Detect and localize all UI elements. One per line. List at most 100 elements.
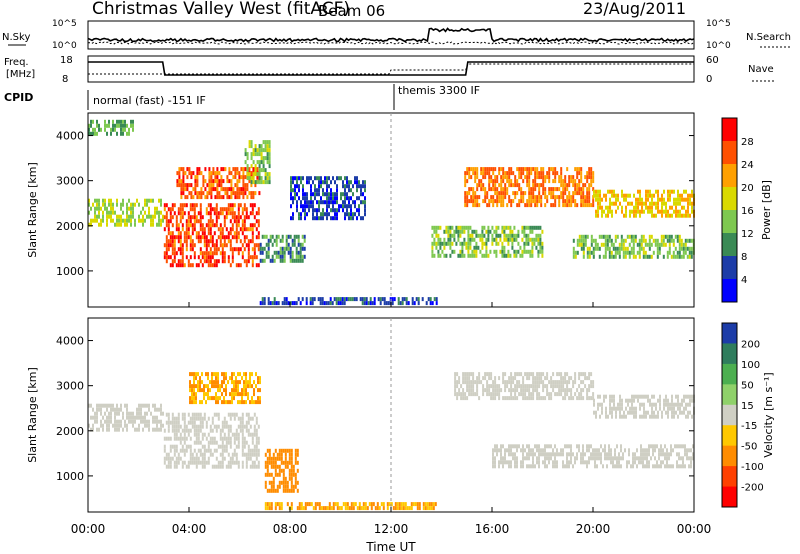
data-cell [405, 301, 408, 306]
data-cell [680, 254, 683, 259]
data-cell [495, 229, 498, 234]
data-cell [538, 392, 541, 397]
data-cell [466, 376, 469, 381]
data-cell [364, 188, 366, 193]
data-cell [142, 218, 144, 223]
data-cell [104, 127, 106, 132]
data-cell [294, 460, 297, 465]
data-cell [187, 211, 190, 216]
data-cell [684, 250, 687, 255]
y-tick-label: 3000 [56, 175, 84, 188]
data-cell [110, 403, 112, 408]
data-cell [582, 199, 585, 204]
data-cell [306, 192, 308, 197]
data-cell [311, 301, 314, 306]
data-cell [268, 140, 271, 145]
data-cell [290, 188, 292, 193]
data-cell [611, 410, 613, 415]
colorbar-tick-label: 24 [741, 160, 754, 171]
x-tick-label: 20:00 [576, 522, 611, 536]
data-cell [556, 452, 558, 457]
data-cell [558, 372, 561, 377]
data-cell [364, 212, 366, 217]
data-cell [517, 233, 520, 238]
data-cell [240, 187, 243, 192]
data-cell [391, 301, 394, 306]
data-cell [289, 250, 292, 255]
data-cell [648, 464, 650, 469]
data-cell [645, 205, 647, 210]
data-cell [534, 167, 537, 172]
data-cell [335, 297, 338, 302]
data-cell [181, 243, 184, 248]
data-cell [504, 191, 507, 196]
data-cell [597, 213, 599, 218]
data-cell [148, 206, 150, 211]
data-cell [518, 199, 521, 204]
data-cell [266, 148, 269, 153]
data-cell [311, 297, 314, 302]
colorbar-swatch [722, 323, 737, 344]
data-cell [110, 202, 112, 207]
data-cell [227, 412, 230, 417]
data-cell [243, 219, 246, 224]
data-cell [344, 188, 346, 193]
data-cell [241, 223, 244, 228]
data-cell [223, 372, 225, 377]
data-cell [527, 225, 530, 230]
data-cell [682, 250, 685, 255]
data-cell [586, 250, 589, 255]
data-cell [531, 225, 534, 230]
data-cell [310, 188, 312, 193]
data-cell [263, 234, 266, 239]
data-cell [122, 127, 124, 132]
data-cell [245, 376, 247, 381]
data-cell [540, 195, 543, 200]
data-cell [249, 432, 252, 437]
data-cell [467, 229, 470, 234]
data-cell [544, 452, 546, 457]
data-cell [290, 448, 293, 453]
data-cell [329, 301, 332, 306]
data-cell [580, 238, 583, 243]
data-cell [346, 184, 348, 189]
data-cell [614, 448, 616, 453]
data-cell [240, 175, 243, 180]
data-cell [304, 506, 307, 511]
data-cell [514, 464, 516, 469]
data-cell [628, 448, 630, 453]
data-cell [213, 384, 215, 389]
data-cell [173, 203, 176, 208]
data-cell [191, 412, 194, 417]
data-cell [570, 392, 573, 397]
data-cell [169, 235, 172, 240]
data-cell [537, 225, 540, 230]
data-cell [500, 444, 502, 449]
colorbar-swatch [722, 279, 737, 303]
data-cell [671, 414, 673, 419]
data-cell [667, 189, 669, 194]
data-cell [500, 179, 503, 184]
data-cell [205, 384, 207, 389]
data-cell [516, 203, 519, 208]
data-cell [578, 376, 581, 381]
data-cell [353, 297, 356, 302]
data-cell [592, 199, 595, 204]
data-cell [189, 396, 191, 401]
data-cell [344, 506, 347, 511]
data-cell [610, 250, 613, 255]
data-cell [611, 209, 613, 214]
data-cell [609, 205, 611, 210]
data-cell [472, 191, 475, 196]
data-cell [618, 460, 620, 465]
data-cell [613, 402, 615, 407]
data-cell [364, 208, 366, 213]
data-cell [229, 231, 232, 236]
data-cell [512, 388, 515, 393]
data-cell [290, 488, 293, 493]
data-cell [236, 179, 239, 184]
data-cell [466, 380, 469, 385]
data-cell [219, 207, 222, 212]
data-cell [516, 179, 519, 184]
data-cell [500, 448, 502, 453]
